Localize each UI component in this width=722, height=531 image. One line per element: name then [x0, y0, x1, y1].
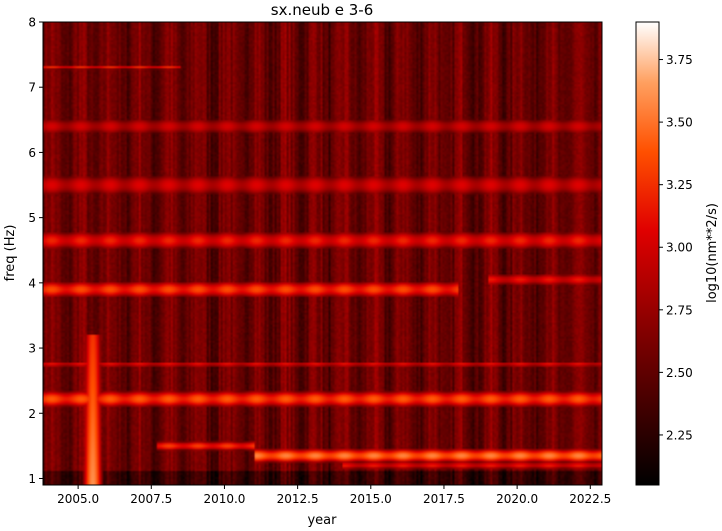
- colorbar-tick-label: 3.25: [666, 178, 693, 192]
- x-tick-label: 2017.5: [423, 492, 465, 506]
- x-tick-label: 2015.0: [350, 492, 392, 506]
- colorbar-tick-label: 2.75: [666, 303, 693, 317]
- colorbar-axis: 2.25 2.50 2.75 3.00 3.25 3.50 3.75: [659, 53, 693, 442]
- y-tick-label: 3: [28, 342, 36, 356]
- chart-title: sx.neub e 3-6: [271, 1, 374, 19]
- x-tick-label: 2020.0: [496, 492, 538, 506]
- colorbar-tick-label: 3.50: [666, 116, 693, 130]
- x-tick-label: 2012.5: [277, 492, 319, 506]
- heatmap-image: [43, 22, 602, 485]
- x-tick-label: 2005.0: [57, 492, 99, 506]
- y-tick-label: 8: [28, 16, 36, 30]
- plot-frame: [42, 21, 603, 486]
- colorbar-tick-label: 3.00: [666, 241, 693, 255]
- y-tick-label: 7: [28, 81, 36, 95]
- y-tick-label: 2: [28, 407, 36, 421]
- y-axis-label: freq (Hz): [3, 225, 18, 282]
- colorbar-tick-label: 2.50: [666, 366, 693, 380]
- x-tick-label: 2007.5: [130, 492, 172, 506]
- y-tick-label: 5: [28, 211, 36, 225]
- x-axis-label: year: [307, 513, 337, 528]
- colorbar: [635, 21, 660, 486]
- x-axis: 2005.0 2007.5 2010.0 2012.5 2015.0 2017.5 2020…: [57, 485, 611, 506]
- colorbar-tick-label: 3.75: [666, 53, 693, 67]
- colorbar-label: log10(nm**2/s): [705, 203, 720, 303]
- x-tick-label: 2022.5: [569, 492, 611, 506]
- x-tick-label: 2010.0: [203, 492, 245, 506]
- y-axis: 1 2 3 4 5 6 7 8: [28, 16, 43, 486]
- colorbar-tick-label: 2.25: [666, 428, 693, 442]
- y-tick-label: 1: [28, 472, 36, 486]
- y-tick-label: 6: [28, 146, 36, 160]
- y-tick-label: 4: [28, 276, 36, 290]
